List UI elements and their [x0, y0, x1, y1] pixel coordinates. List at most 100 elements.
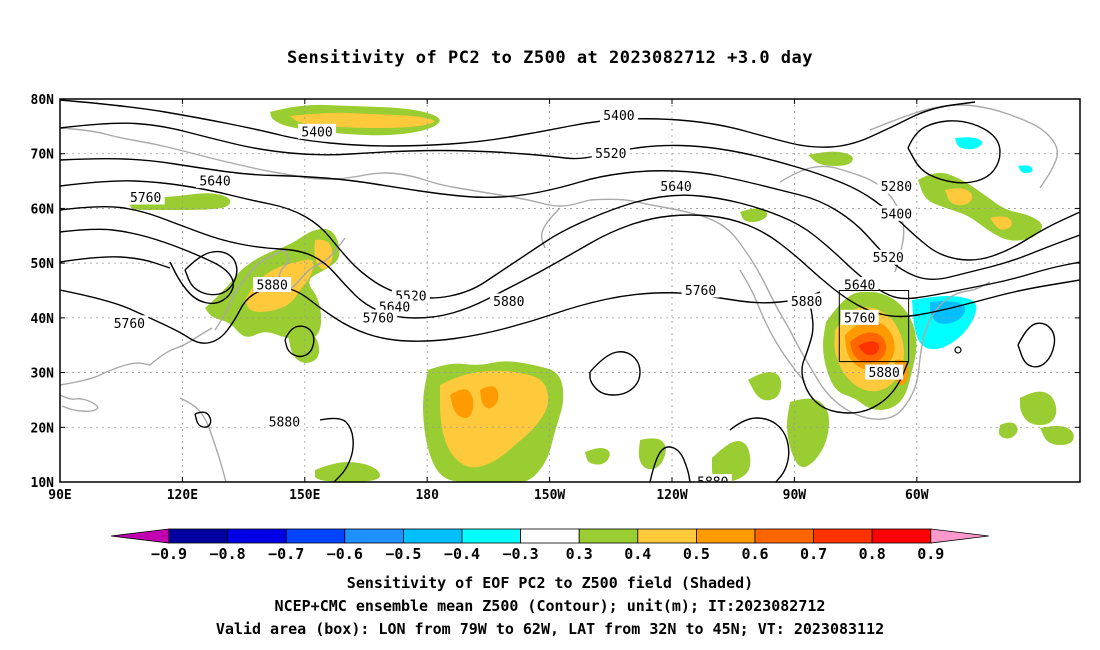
contour-label: 5760: [130, 191, 161, 206]
contour-line: [184, 250, 238, 296]
contour-line: [319, 417, 354, 482]
shading-patch: [314, 239, 333, 270]
contour-label-bg: [693, 474, 732, 482]
contour-label: 5760: [844, 311, 875, 326]
colorbar-segment: [696, 528, 756, 544]
contour-line: [1017, 322, 1056, 368]
colorbar-label: −0.9: [151, 545, 187, 563]
coastline: [149, 327, 213, 366]
colorbar-segment: [461, 528, 521, 544]
contour-label: 5760: [114, 317, 145, 332]
lat-label: 70N: [31, 148, 55, 163]
colorbar-segment: [344, 528, 404, 544]
sensitivity-shading: [130, 104, 1074, 482]
colorbar-label: −0.3: [503, 545, 539, 563]
contour-line: [60, 180, 1080, 300]
colorbar-label: −0.6: [327, 545, 363, 563]
z500-contours: [60, 99, 1080, 482]
coastline: [214, 237, 346, 331]
colorbar-label: −0.4: [444, 545, 480, 563]
contour-label-bg: [681, 282, 720, 298]
shading-patch: [450, 389, 474, 418]
contour-label: 5280: [881, 180, 912, 195]
contour-label-bg: [110, 315, 149, 331]
coastline: [589, 198, 991, 420]
contour-label: 5520: [595, 147, 626, 162]
contour-line: [60, 122, 1080, 261]
contour-line: [60, 99, 976, 148]
shading-patch: [1018, 165, 1033, 174]
shading-patch: [712, 440, 751, 482]
colorbar-label: 0.9: [917, 545, 944, 563]
shading-patch: [288, 332, 320, 364]
contour-label: 5760: [685, 284, 716, 299]
contour-label: 5880: [869, 366, 900, 381]
contour-label-bg: [196, 173, 235, 189]
shading-patch: [787, 398, 830, 468]
coastline: [60, 127, 591, 207]
shading-patch: [1020, 391, 1057, 425]
chart-title: Sensitivity of PC2 to Z500 at 2023082712…: [286, 48, 813, 68]
contour-line: [649, 446, 691, 482]
colorbar-label: 0.7: [800, 545, 827, 563]
contour-label-bg: [489, 293, 528, 309]
lat-label: 40N: [31, 312, 55, 327]
lat-label: 80N: [31, 93, 55, 108]
contour-line: [194, 411, 212, 428]
colorbar-label: 0.5: [683, 545, 710, 563]
shading-patch: [918, 172, 1042, 241]
shading-patch: [808, 151, 853, 166]
lon-label: 180: [415, 488, 439, 503]
contour-label: 5640: [660, 180, 691, 195]
colorbar-segment: [871, 528, 932, 544]
colorbar-segment: [637, 528, 697, 544]
colorbar-label: 0.8: [859, 545, 886, 563]
coastline: [179, 397, 227, 482]
lat-label: 30N: [31, 367, 55, 382]
lat-label: 50N: [31, 257, 55, 272]
coastline: [60, 362, 151, 386]
contour-label: 5400: [881, 207, 912, 222]
contour-label-bg: [265, 413, 304, 429]
coastline: [739, 269, 806, 383]
contour-label-bg: [877, 205, 916, 221]
contour-label-bg: [657, 178, 696, 194]
contour-line: [907, 120, 1001, 184]
contour-label: 5760: [363, 311, 394, 326]
colorbar: −0.9 −0.8 −0.7 −0.6 −0.5 −0.4 −0.3 0.3 0.4 0.5 0.6…: [110, 528, 989, 563]
contour-label: 5880: [257, 279, 288, 294]
colorbar-extend-high: [930, 528, 989, 544]
contour-line: [60, 228, 235, 305]
contour-line: [60, 157, 1080, 280]
contour-line: [60, 256, 171, 269]
coastline: [60, 394, 99, 413]
colorbar-segment: [168, 528, 228, 544]
contour-label-bg: [359, 309, 398, 325]
contour-line: [60, 286, 821, 344]
coastline: [869, 104, 1059, 189]
contour-label-bg: [599, 107, 638, 123]
contour-label: 5880: [697, 476, 728, 491]
lon-label: 60W: [905, 488, 929, 503]
colorbar-label: −0.7: [268, 545, 304, 563]
caption-line-2: NCEP+CMC ensemble mean Z500 (Contour); u…: [274, 597, 826, 615]
contour-label-bg: [253, 277, 292, 293]
shading-patch: [480, 386, 499, 409]
contour-line: [284, 325, 315, 358]
contour-label-bg: [126, 189, 165, 205]
contour-label: 5520: [873, 251, 904, 266]
coastline: [540, 207, 561, 249]
colorbar-segment: [402, 528, 463, 544]
contour-label-bg: [298, 123, 337, 139]
shading-patch: [998, 422, 1018, 439]
lon-label: 150W: [534, 488, 565, 503]
contour-line: [589, 351, 641, 396]
contour-label: 5880: [791, 295, 822, 310]
colorbar-segment: [578, 528, 639, 544]
contour-label: 5880: [493, 295, 524, 310]
contour-label: 5400: [301, 125, 332, 140]
lat-label: 60N: [31, 202, 55, 217]
shading-patch: [740, 208, 768, 222]
